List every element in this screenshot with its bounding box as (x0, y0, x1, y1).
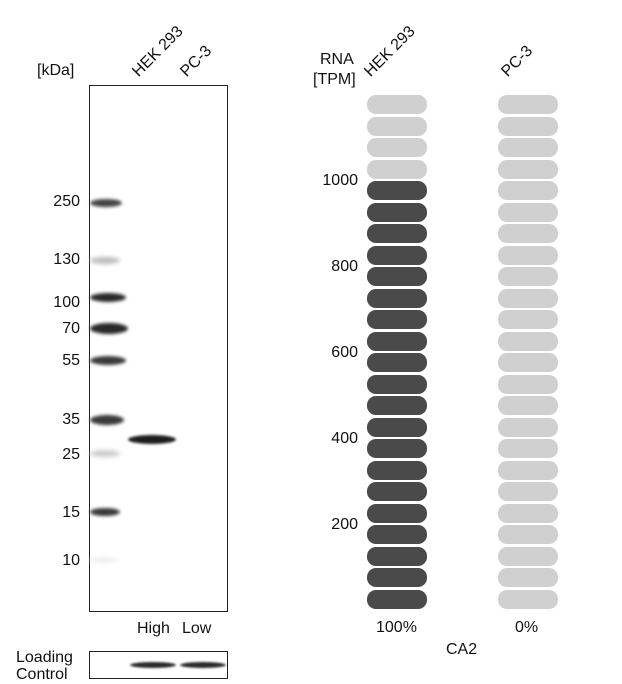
rna-axis-label-line1: RNA (320, 51, 354, 68)
ladder-band-100 (90, 293, 126, 302)
rna-segment-hek293 (367, 525, 427, 544)
rna-segment-pc3 (498, 95, 558, 114)
loading-band-pc3 (180, 662, 226, 668)
rna-segment-pc3 (498, 331, 558, 351)
rna-percent-pc3: 0% (515, 619, 539, 636)
rna-segment-pc3 (498, 138, 558, 157)
rna-segment-pc3 (498, 396, 558, 415)
rna-segment-hek293 (367, 353, 427, 372)
ladder-band-70 (90, 323, 128, 334)
loading-band-hek293 (130, 662, 176, 668)
rna-segment-hek293 (367, 374, 427, 394)
rna-segment-hek293 (367, 568, 427, 587)
ladder-band-55 (90, 356, 126, 365)
rna-cell-line-hek293: HEK 293 (361, 22, 419, 81)
rna-segment-pc3 (498, 546, 558, 566)
hek293-sample-band (128, 435, 176, 444)
rna-segment-pc3 (498, 525, 558, 544)
rna-segment-hek293 (367, 331, 427, 351)
rna-tick-800: 800 (331, 258, 358, 275)
rna-segment-hek293 (367, 482, 427, 501)
rna-segment-pc3 (498, 202, 558, 222)
rna-segment-pc3 (498, 353, 558, 372)
rna-segment-hek293 (367, 460, 427, 480)
rna-segment-hek293 (367, 589, 427, 609)
rna-segment-pc3 (498, 374, 558, 394)
rna-segment-hek293 (367, 439, 427, 458)
marker-55: 55 (62, 352, 80, 369)
rna-segment-pc3 (498, 159, 558, 179)
rna-percent-hek293: 100% (376, 619, 417, 636)
rna-segment-pc3 (498, 224, 558, 243)
rna-segment-hek293 (367, 181, 427, 200)
rna-tick-200: 200 (331, 516, 358, 533)
rna-segment-pc3 (498, 288, 558, 308)
rna-segment-hek293 (367, 95, 427, 114)
rna-segment-hek293 (367, 288, 427, 308)
marker-100: 100 (53, 294, 80, 311)
rna-segment-hek293 (367, 224, 427, 243)
marker-70: 70 (62, 320, 80, 337)
loading-control-blot (89, 651, 228, 679)
western-blot-image (89, 85, 228, 612)
ladder-band-15 (90, 508, 120, 516)
marker-25: 25 (62, 446, 80, 463)
ladder-band-10 (90, 557, 118, 563)
rna-segment-pc3 (498, 503, 558, 523)
marker-35: 35 (62, 411, 80, 428)
rna-column-pc3 (498, 95, 558, 609)
rna-segment-pc3 (498, 116, 558, 136)
rna-segment-pc3 (498, 417, 558, 437)
kda-unit-label: [kDa] (37, 62, 75, 79)
rna-segment-pc3 (498, 181, 558, 200)
rna-tick-600: 600 (331, 344, 358, 361)
rna-axis-label-line2: [TPM] (313, 71, 356, 88)
rna-segment-pc3 (498, 589, 558, 609)
ladder-band-130 (90, 257, 120, 264)
rna-column-hek293 (367, 95, 427, 609)
marker-250: 250 (53, 193, 80, 210)
rna-segment-pc3 (498, 482, 558, 501)
marker-15: 15 (62, 504, 80, 521)
gene-name-label: CA2 (446, 641, 478, 658)
expression-high-label: High (137, 620, 170, 637)
rna-segment-hek293 (367, 202, 427, 222)
rna-tick-1000: 1000 (322, 172, 358, 189)
marker-10: 10 (62, 552, 80, 569)
lane-label-hek293: HEK 293 (129, 22, 187, 81)
rna-segment-hek293 (367, 138, 427, 157)
ladder-band-25 (90, 450, 120, 457)
rna-segment-hek293 (367, 417, 427, 437)
rna-tick-400: 400 (331, 430, 358, 447)
expression-low-label: Low (182, 620, 212, 637)
rna-segment-pc3 (498, 310, 558, 329)
rna-segment-pc3 (498, 267, 558, 286)
rna-segment-hek293 (367, 310, 427, 329)
rna-segment-pc3 (498, 245, 558, 265)
rna-segment-hek293 (367, 503, 427, 523)
marker-130: 130 (53, 251, 80, 268)
ladder-band-250 (90, 199, 122, 207)
rna-cell-line-pc3: PC-3 (498, 42, 537, 81)
lane-label-pc3: PC-3 (177, 42, 216, 81)
rna-segment-hek293 (367, 116, 427, 136)
rna-segment-pc3 (498, 439, 558, 458)
loading-control-label-line1: Loading (16, 649, 73, 666)
rna-segment-hek293 (367, 396, 427, 415)
ladder-band-35 (90, 415, 124, 425)
rna-segment-pc3 (498, 460, 558, 480)
loading-control-label-line2: Control (16, 666, 68, 683)
rna-segment-hek293 (367, 267, 427, 286)
rna-segment-hek293 (367, 245, 427, 265)
rna-segment-pc3 (498, 568, 558, 587)
rna-segment-hek293 (367, 546, 427, 566)
rna-segment-hek293 (367, 159, 427, 179)
